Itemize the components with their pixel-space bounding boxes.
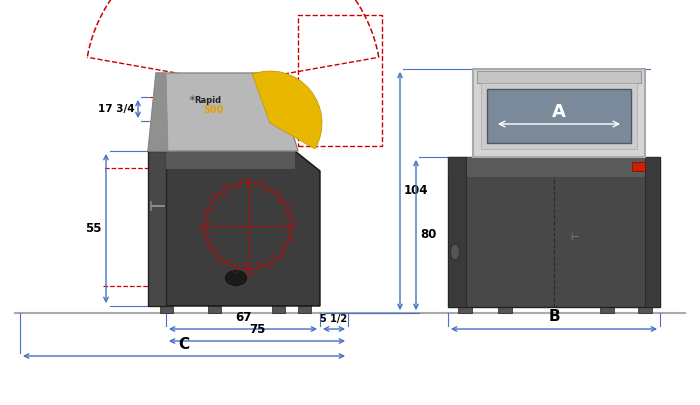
Polygon shape	[166, 151, 320, 306]
Polygon shape	[272, 305, 285, 313]
Polygon shape	[600, 306, 614, 313]
Polygon shape	[458, 306, 472, 313]
Wedge shape	[252, 71, 322, 149]
Text: 104: 104	[404, 185, 428, 198]
Polygon shape	[148, 73, 168, 151]
Polygon shape	[148, 73, 298, 151]
Ellipse shape	[451, 244, 459, 260]
Text: 17 3/4: 17 3/4	[99, 104, 135, 114]
Text: B: B	[548, 309, 560, 324]
Text: C: C	[178, 337, 190, 352]
Polygon shape	[448, 157, 660, 307]
Bar	[473, 69, 645, 157]
Text: 5 1/2: 5 1/2	[321, 314, 348, 324]
Text: ✳: ✳	[188, 94, 195, 103]
Text: 75: 75	[248, 323, 265, 336]
Polygon shape	[208, 305, 221, 313]
Polygon shape	[160, 305, 173, 313]
Text: ⊢: ⊢	[570, 232, 578, 242]
Text: Rapid: Rapid	[195, 96, 222, 105]
Text: 67: 67	[234, 311, 251, 324]
Polygon shape	[298, 305, 311, 313]
Polygon shape	[498, 306, 512, 313]
Polygon shape	[148, 151, 166, 306]
Polygon shape	[645, 157, 660, 307]
Polygon shape	[448, 157, 466, 307]
Bar	[448, 157, 660, 177]
Text: A: A	[552, 103, 566, 121]
Text: 55: 55	[85, 222, 102, 235]
Bar	[166, 151, 295, 169]
Bar	[487, 89, 631, 143]
Bar	[481, 83, 637, 149]
Ellipse shape	[224, 269, 248, 287]
Polygon shape	[638, 306, 652, 313]
Text: 500: 500	[203, 105, 223, 115]
Text: 80: 80	[420, 228, 436, 241]
Bar	[477, 71, 641, 83]
Bar	[632, 162, 645, 171]
